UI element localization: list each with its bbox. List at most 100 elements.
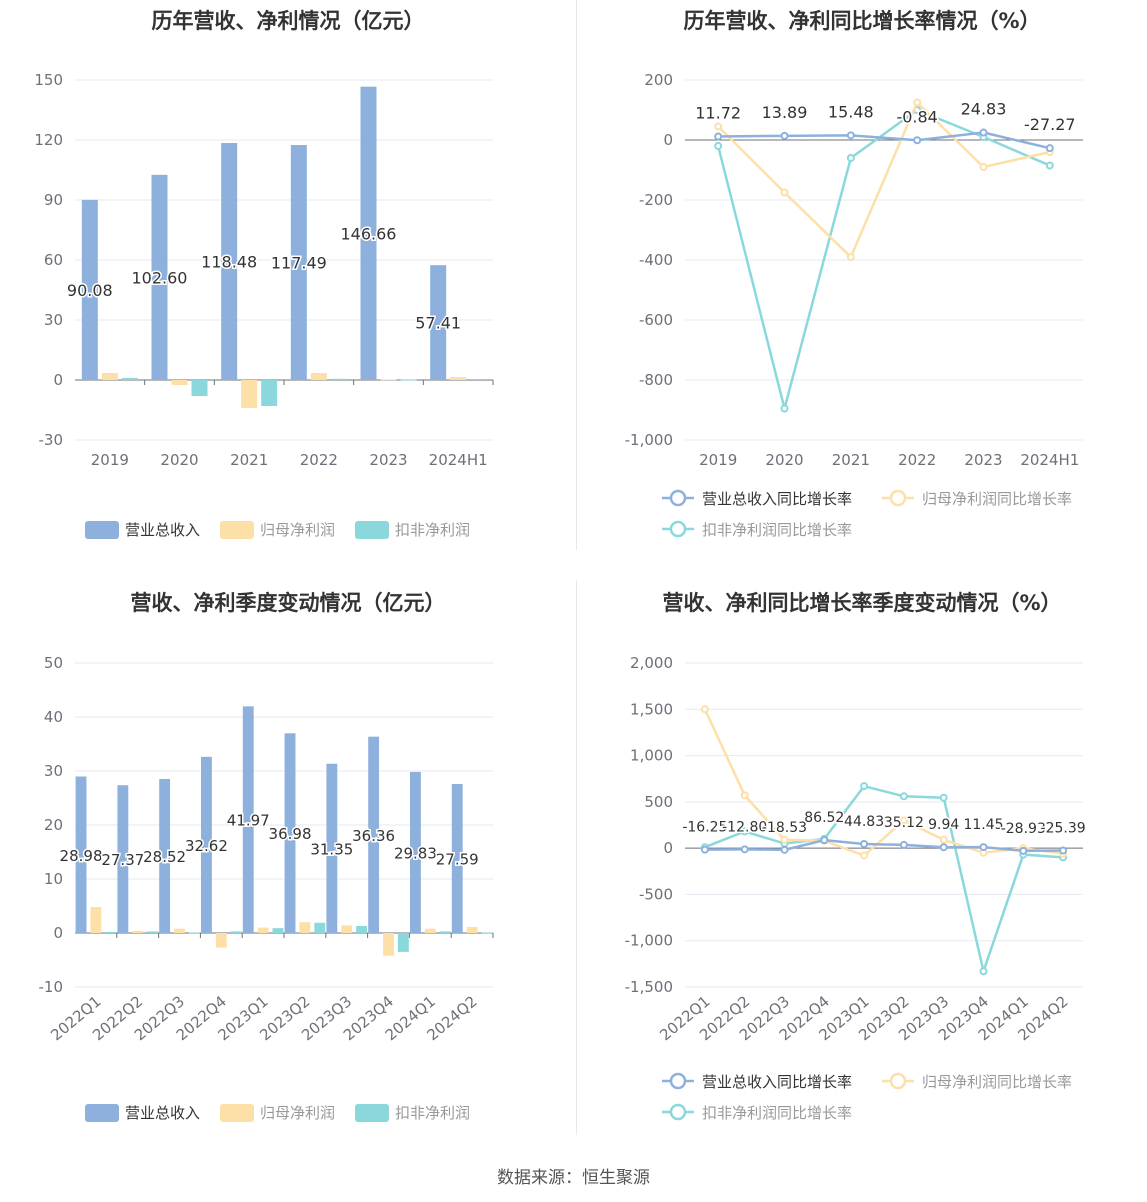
legend-marker bbox=[889, 489, 907, 507]
series-point-1 bbox=[899, 816, 908, 825]
x-tick-label: 2021 bbox=[832, 451, 870, 469]
data-label: -25.39 bbox=[1041, 820, 1086, 836]
legend-label: 归母净利润同比增长率 bbox=[922, 1073, 1072, 1091]
series-point-0 bbox=[820, 836, 829, 845]
x-tick-label: 2023 bbox=[964, 451, 1002, 469]
x-tick-label: 2024H1 bbox=[1020, 451, 1079, 469]
series-point-0 bbox=[913, 136, 922, 145]
series-point-0 bbox=[700, 845, 709, 854]
legend-label: 营业总收入同比增长率 bbox=[702, 1073, 852, 1091]
x-tick-label: 2021 bbox=[230, 451, 268, 469]
legend-label: 营业总收入 bbox=[125, 1104, 200, 1122]
y-tick-label: 500 bbox=[644, 793, 673, 811]
y-tick-label: -200 bbox=[639, 191, 673, 209]
data-label: 13.89 bbox=[762, 103, 808, 122]
bar-0 bbox=[159, 778, 171, 933]
data-label: -27.27 bbox=[1024, 115, 1076, 134]
data-label: 11.45 bbox=[963, 817, 1003, 833]
bar-2 bbox=[230, 931, 242, 933]
series-point-1 bbox=[740, 791, 749, 800]
series-line-1 bbox=[717, 100, 1051, 260]
y-tick-label: 150 bbox=[34, 71, 63, 89]
data-label: -18.53 bbox=[762, 820, 807, 836]
legend-label: 扣非净利润 bbox=[395, 1104, 470, 1122]
data-label: 15.48 bbox=[828, 102, 874, 121]
bar-2 bbox=[356, 925, 368, 933]
legend-swatch bbox=[220, 521, 254, 539]
y-tick-label: 10 bbox=[44, 870, 63, 888]
bar-2 bbox=[439, 931, 451, 933]
series-point-1 bbox=[780, 188, 789, 197]
legend-marker bbox=[669, 1072, 687, 1090]
bar-1 bbox=[132, 930, 144, 933]
chart-panel-quarterly-amount: 营收、净利季度变动情况（亿元） -10 0 10 20 30 40 50 2022Q1 2022… bbox=[0, 580, 576, 1140]
series-point-1 bbox=[939, 835, 948, 844]
y-tick-label: 0 bbox=[53, 371, 63, 389]
legend-label: 归母净利润同比增长率 bbox=[922, 490, 1072, 508]
series-point-1 bbox=[860, 851, 869, 860]
bar-0 bbox=[242, 706, 254, 933]
series-point-2 bbox=[939, 793, 948, 802]
y-tick-label: 0 bbox=[53, 924, 63, 942]
bar-1 bbox=[341, 925, 353, 933]
bar-2 bbox=[330, 378, 347, 380]
x-tick-label: 2019 bbox=[699, 451, 737, 469]
y-tick-label: -400 bbox=[639, 251, 673, 269]
series-line-0 bbox=[704, 838, 1064, 853]
y-tick-label: 50 bbox=[44, 654, 63, 672]
series-point-2 bbox=[780, 404, 789, 413]
bar-1 bbox=[383, 933, 394, 956]
annual-growth-chart: -1,000 -800 -600 -400 -200 0 200 2019 2020 2021 20… bbox=[625, 71, 1083, 539]
legend-marker bbox=[669, 489, 687, 507]
bar-0 bbox=[200, 756, 212, 933]
legend-label: 营业总收入同比增长率 bbox=[702, 490, 852, 508]
vertical-divider bbox=[576, 0, 577, 550]
quarterly-amount-chart: -10010203040502022Q12022Q22022Q32022Q420… bbox=[39, 654, 494, 1122]
legend-marker bbox=[669, 1103, 687, 1121]
bar-0 bbox=[81, 199, 98, 380]
data-label: 146.66 bbox=[341, 224, 397, 243]
bar-2 bbox=[105, 931, 117, 933]
y-tick-label: 60 bbox=[44, 251, 63, 269]
y-tick-label: 120 bbox=[34, 131, 63, 149]
bar-0 bbox=[360, 86, 377, 381]
data-label: 41.97 bbox=[227, 812, 270, 830]
series-line-0 bbox=[718, 131, 1051, 150]
data-label: 31.35 bbox=[310, 840, 353, 858]
series-point-1 bbox=[979, 163, 988, 171]
data-label: 117.49 bbox=[271, 254, 327, 273]
series-line-2 bbox=[716, 108, 1051, 414]
data-label: 36.36 bbox=[352, 827, 395, 845]
bar-2 bbox=[147, 931, 159, 933]
series-point-0 bbox=[860, 839, 869, 848]
series-point-2 bbox=[1045, 161, 1054, 170]
legend-label: 扣非净利润同比增长率 bbox=[702, 1104, 852, 1122]
chart-title: 营收、净利季度变动情况（亿元） bbox=[130, 591, 446, 615]
bar-2 bbox=[261, 380, 278, 406]
bar-2 bbox=[191, 380, 208, 396]
series-point-1 bbox=[846, 253, 855, 261]
data-label: 32.62 bbox=[185, 837, 228, 855]
series-point-2 bbox=[979, 967, 988, 976]
x-tick-label: 2023 bbox=[369, 451, 407, 469]
legend-marker bbox=[889, 1072, 907, 1090]
series-point-1 bbox=[714, 122, 723, 131]
y-tick-label: 1,500 bbox=[630, 700, 673, 718]
bar-0 bbox=[117, 785, 129, 933]
bar-0 bbox=[284, 733, 296, 933]
bar-2 bbox=[188, 932, 200, 934]
chart-title: 历年营收、净利情况（亿元） bbox=[151, 9, 425, 33]
x-tick-label: 2022 bbox=[898, 451, 936, 469]
y-tick-label: 0 bbox=[663, 839, 673, 857]
bar-1 bbox=[174, 928, 185, 933]
bar-0 bbox=[451, 784, 463, 933]
series-point-2 bbox=[740, 827, 749, 836]
bar-1 bbox=[424, 928, 436, 933]
series-point-0 bbox=[846, 131, 855, 140]
chart-title: 历年营收、净利同比增长率情况（%） bbox=[683, 9, 1041, 33]
bar-0 bbox=[290, 145, 307, 380]
legend-label: 扣非净利润同比增长率 bbox=[702, 521, 852, 539]
bar-0 bbox=[326, 763, 338, 933]
bar-2 bbox=[121, 378, 138, 380]
bar-0 bbox=[430, 265, 447, 380]
